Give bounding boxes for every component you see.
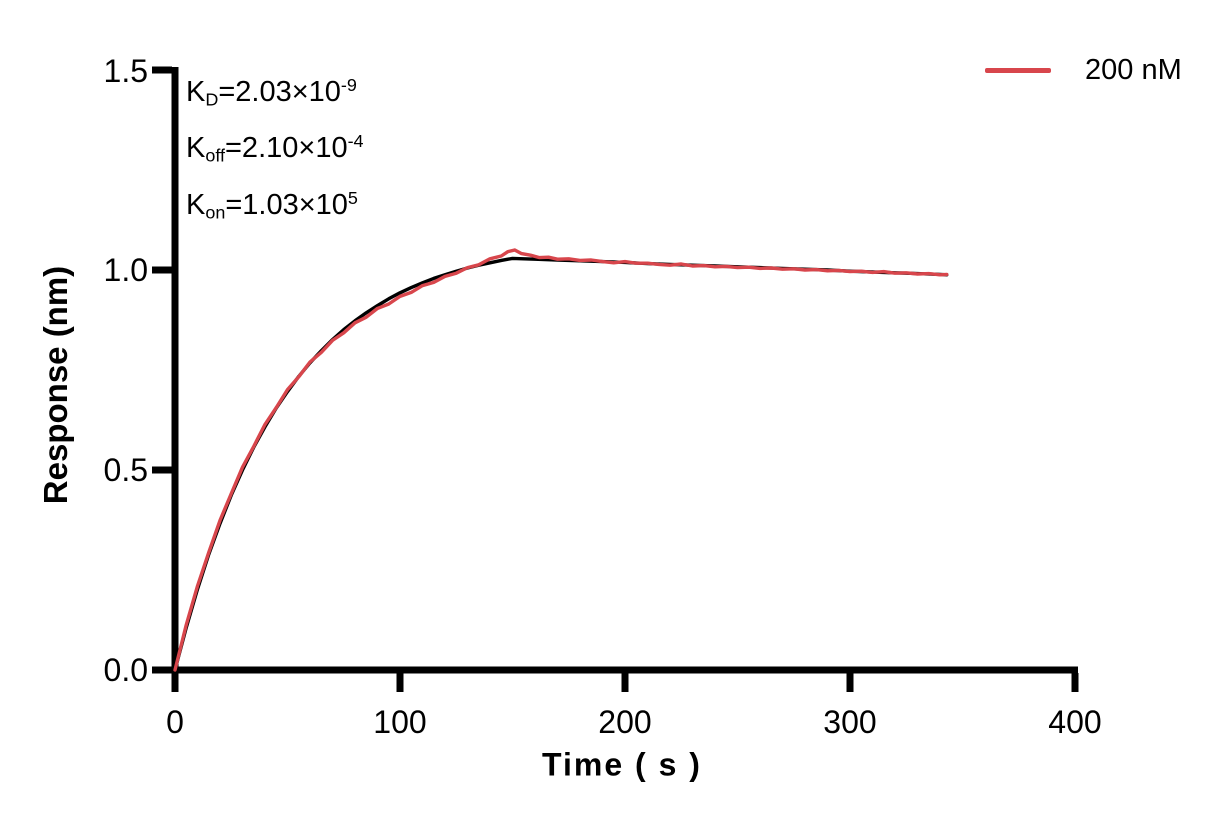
x-tick-label-1: 100: [373, 704, 427, 740]
kd-base: K: [186, 75, 206, 108]
series-curve-200 nM: [173, 248, 949, 672]
kon-sub: on: [205, 202, 226, 223]
kon-base: K: [186, 188, 206, 221]
kd-sub: D: [205, 89, 219, 110]
y-tick-label-3: 1.5: [103, 53, 148, 89]
y-tick-label-1: 0.5: [103, 452, 148, 488]
y-tick-label-2: 1.0: [103, 252, 148, 288]
kon-annotation: Kon=1.03×105: [186, 177, 364, 233]
legend-label: 200 nM: [1085, 54, 1182, 86]
kd-value: =2.03×10: [218, 75, 341, 108]
y-tick-label-0: 0.0: [103, 652, 148, 688]
koff-annotation: Koff=2.10×10-4: [186, 120, 364, 176]
x-axis-title: Time ( s ): [542, 746, 702, 783]
koff-base: K: [186, 132, 206, 165]
x-tick-label-4: 400: [1048, 704, 1102, 740]
legend: 200 nM: [985, 52, 1182, 88]
kon-value: =1.03×10: [225, 188, 348, 221]
koff-sub: off: [205, 145, 225, 166]
kinetics-annotations: KD=2.03×10-9 Koff=2.10×10-4 Kon=1.03×105: [186, 64, 364, 233]
koff-value: =2.10×10: [225, 132, 348, 165]
kd-annotation: KD=2.03×10-9: [186, 64, 364, 120]
y-axis-title: Response (nm): [37, 265, 74, 505]
x-tick-label-3: 300: [823, 704, 877, 740]
kon-exp: 5: [347, 187, 358, 208]
x-tick-label-2: 200: [598, 704, 652, 740]
kd-exp: -9: [340, 75, 357, 95]
legend-line-swatch: [985, 67, 1051, 73]
koff-exp: -4: [347, 131, 364, 152]
x-tick-label-0: 0: [166, 704, 184, 740]
series-curve-fit: [173, 256, 949, 672]
